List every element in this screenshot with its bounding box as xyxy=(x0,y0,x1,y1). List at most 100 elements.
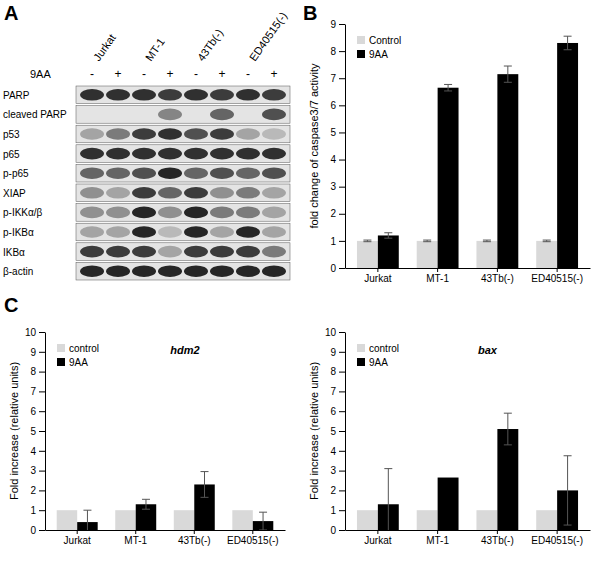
y-tick: 2 xyxy=(330,485,345,496)
chart-title: hdm2 xyxy=(170,344,199,356)
band xyxy=(106,128,130,140)
plot-area xyxy=(357,413,578,530)
y-tick-label: 5 xyxy=(30,426,36,437)
legend-swatch xyxy=(57,358,65,366)
band xyxy=(210,246,234,258)
y-axis-line xyxy=(345,333,346,531)
band xyxy=(236,109,260,121)
y-tick-mark xyxy=(339,372,345,373)
legend-label: 9AA xyxy=(369,49,388,60)
y-tick-label: 8 xyxy=(330,366,336,377)
error-cap xyxy=(201,497,209,498)
y-tick: 8 xyxy=(30,366,45,377)
y-tick-label: 0 xyxy=(30,525,36,536)
row-label: cleaved PARP xyxy=(3,109,67,120)
band xyxy=(210,226,234,238)
band xyxy=(106,187,130,199)
y-tick-mark xyxy=(339,411,345,412)
band xyxy=(184,207,208,219)
band xyxy=(106,89,130,101)
bar xyxy=(476,241,497,268)
x-tick: 43Tb(-) xyxy=(481,268,514,284)
y-tick: 9 xyxy=(30,347,45,358)
x-tick-label: ED40515(-) xyxy=(227,535,279,546)
blot-panel: JurkatMT-143Tb(-)ED40515(-)9AA-+-+-+-+PA… xyxy=(3,10,290,280)
band xyxy=(236,148,260,160)
y-tick-label: 7 xyxy=(330,73,336,84)
band xyxy=(158,89,182,101)
band xyxy=(210,207,234,219)
bar xyxy=(536,510,557,530)
blot-strip xyxy=(76,204,290,222)
bar xyxy=(476,510,497,530)
y-tick-mark xyxy=(39,510,45,511)
y-tick-label: 6 xyxy=(330,100,336,111)
band xyxy=(80,89,104,101)
y-tick: 4 xyxy=(330,154,345,165)
y-tick-mark xyxy=(39,352,45,353)
x-tick-mark xyxy=(252,530,253,534)
plot-area xyxy=(57,472,274,530)
y-tick-mark xyxy=(339,332,345,333)
row-label: p-p65 xyxy=(3,168,29,179)
x-tick-label: Jurkat xyxy=(64,535,91,546)
y-tick-mark xyxy=(39,391,45,392)
error-cap xyxy=(259,530,267,531)
y-tick-mark xyxy=(339,132,345,133)
x-tick: Jurkat xyxy=(364,268,391,284)
chart-title: bax xyxy=(478,344,498,356)
band xyxy=(236,187,260,199)
band xyxy=(80,148,104,160)
error-stem xyxy=(448,84,449,91)
legend-label: control xyxy=(369,343,399,354)
y-tick-mark xyxy=(339,530,345,531)
error-bar xyxy=(564,36,572,50)
bar-chart: 012345678910JurkatMT-143Tb(-)ED40515(-)h… xyxy=(8,327,286,546)
bar xyxy=(357,510,378,530)
legend-swatch xyxy=(357,50,365,58)
y-tick-mark xyxy=(339,352,345,353)
x-tick: Jurkat xyxy=(64,530,91,546)
y-tick: 6 xyxy=(330,406,345,417)
y-tick-mark xyxy=(339,105,345,106)
x-tick-mark xyxy=(557,268,558,272)
y-tick: 10 xyxy=(25,327,45,338)
band xyxy=(210,148,234,160)
legend: Control9AA xyxy=(357,35,401,60)
band xyxy=(236,207,260,219)
blot-strip xyxy=(76,125,290,143)
band xyxy=(184,265,208,277)
y-tick-label: 2 xyxy=(330,208,336,219)
error-cap xyxy=(504,413,512,414)
error-cap xyxy=(564,36,572,37)
y-tick: 9 xyxy=(330,19,345,30)
y-tick-label: 8 xyxy=(30,366,36,377)
band xyxy=(184,109,208,121)
x-tick: 43Tb(-) xyxy=(481,530,514,546)
band xyxy=(236,167,260,179)
y-tick-mark xyxy=(339,510,345,511)
y-tick-mark xyxy=(339,490,345,491)
band xyxy=(106,226,130,238)
band xyxy=(106,246,130,258)
x-axis: JurkatMT-143Tb(-)ED40515(-) xyxy=(346,530,591,546)
x-tick: ED40515(-) xyxy=(531,268,583,284)
legend: control9AA xyxy=(357,343,399,368)
y-axis: 012345678910 xyxy=(25,327,46,536)
band xyxy=(262,89,286,101)
band xyxy=(158,207,182,219)
blot-strip xyxy=(76,164,290,182)
x-tick: MT-1 xyxy=(124,530,147,546)
bar xyxy=(174,510,194,530)
y-axis-title: Fold increase (relative units) xyxy=(308,362,320,500)
error-cap xyxy=(384,232,392,233)
y-tick: 6 xyxy=(330,100,345,111)
x-tick-label: 43Tb(-) xyxy=(178,535,211,546)
error-bar xyxy=(259,512,267,530)
band xyxy=(236,128,260,140)
row-label: p53 xyxy=(3,129,20,140)
y-tick-label: 2 xyxy=(330,485,336,496)
y-tick-label: 9 xyxy=(330,19,336,30)
band xyxy=(184,246,208,258)
band xyxy=(262,265,286,277)
